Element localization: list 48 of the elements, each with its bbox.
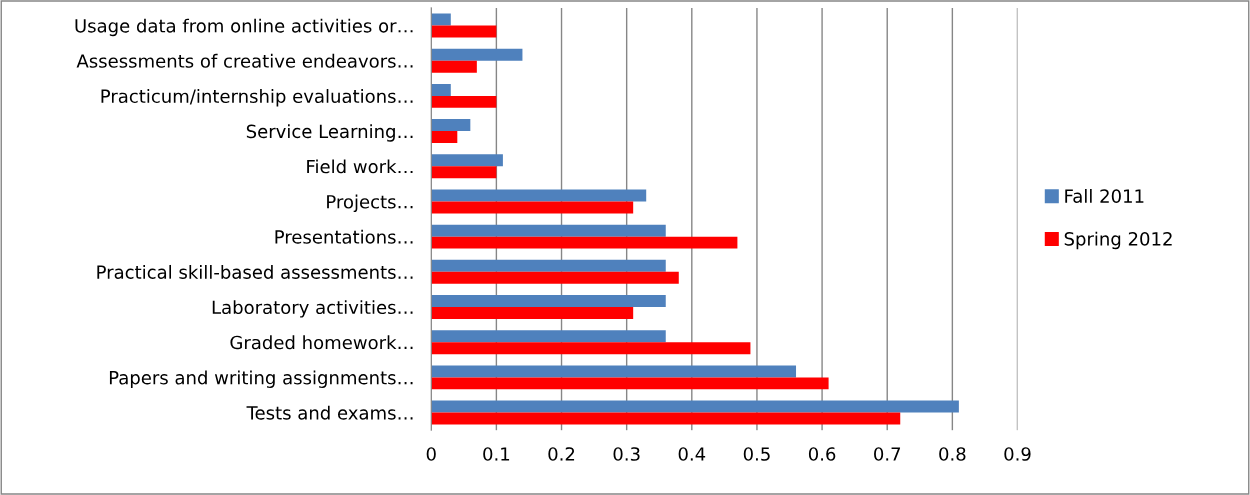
- x-tick-label: 0.7: [874, 447, 901, 461]
- bar: [431, 259, 666, 272]
- legend-label: Fall 2011: [1065, 188, 1144, 203]
- bar: [431, 271, 679, 284]
- y-tick-label: Field work…: [307, 159, 413, 174]
- y-tick-label: Presentations…: [275, 229, 413, 244]
- y-tick-label: Service Learning…: [246, 124, 413, 142]
- y-tick-label: Papers and writing assignments…: [109, 370, 413, 388]
- x-tick-label: 0.3: [613, 447, 640, 461]
- bar: [431, 330, 666, 343]
- bar: [431, 201, 634, 214]
- bar: [431, 60, 477, 73]
- bar: [431, 412, 901, 425]
- bar: [431, 95, 497, 108]
- bar: [431, 13, 451, 26]
- x-tick-label: 0.2: [548, 447, 575, 461]
- y-tick-label: Projects…: [327, 194, 413, 213]
- bar: [431, 377, 829, 390]
- x-tick-label: 0.1: [483, 447, 510, 461]
- x-tick-label: 0.9: [1004, 447, 1031, 461]
- y-tick-label: Tests and exams…: [246, 405, 413, 420]
- y-tick-label: Usage data from online activities or…: [75, 18, 413, 37]
- x-tick-label: 0.8: [939, 447, 966, 461]
- x-tick-label: 0.6: [808, 447, 836, 461]
- x-tick-label: 0: [426, 447, 436, 461]
- x-tick-label: 0.5: [743, 447, 770, 461]
- y-tick-label: Laboratory activities…: [212, 300, 413, 318]
- y-tick-label: Practical skill-based assessments…: [97, 264, 413, 279]
- bar: [431, 131, 458, 144]
- y-tick-label: Practicum/internship evaluations…: [101, 89, 413, 107]
- bar: [431, 224, 666, 237]
- y-tick-label: Graded homework…: [230, 335, 413, 350]
- bar: [431, 365, 797, 378]
- y-tick-label: Assessments of creative endeavors…: [76, 53, 413, 68]
- bar: [431, 189, 647, 202]
- bar: [431, 236, 738, 249]
- bar: [431, 400, 959, 413]
- bar: [431, 307, 634, 319]
- bar: [431, 119, 471, 132]
- bar: [431, 25, 497, 38]
- bar: [431, 166, 497, 179]
- bar: [431, 48, 523, 61]
- bar: [431, 342, 751, 355]
- bar: [431, 154, 503, 167]
- x-tick-label: 0.4: [678, 447, 706, 461]
- legend-label: Spring 2012: [1064, 231, 1172, 250]
- bar: [431, 295, 666, 307]
- bar: [431, 83, 451, 96]
